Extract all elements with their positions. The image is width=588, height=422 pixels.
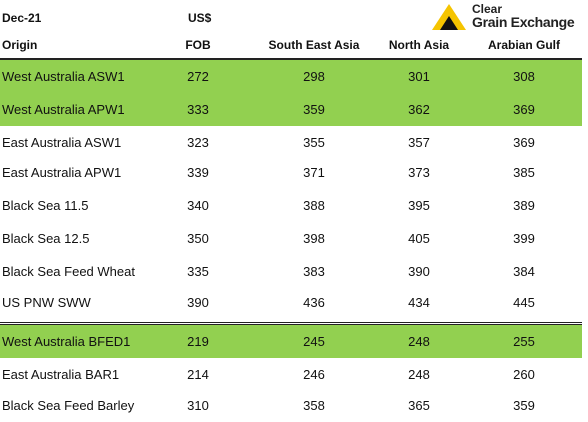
arabian-gulf-cell: 369 xyxy=(513,135,535,150)
south-east-asia-cell: 246 xyxy=(303,367,325,382)
fob-cell: 350 xyxy=(187,231,209,246)
fob-cell: 390 xyxy=(187,295,209,310)
fob-cell: 340 xyxy=(187,198,209,213)
north-asia-cell: 362 xyxy=(408,102,430,117)
north-asia-cell: 390 xyxy=(408,264,430,279)
fob-cell: 272 xyxy=(187,69,209,84)
north-asia-cell: 373 xyxy=(408,165,430,180)
south-east-asia-column-header: South East Asia xyxy=(268,38,360,52)
arabian-gulf-cell: 359 xyxy=(513,398,535,413)
currency-label: US$ xyxy=(188,11,212,25)
table-row: Black Sea 11.5 340 388 395 389 xyxy=(0,189,582,222)
arabian-gulf-column-header: Arabian Gulf xyxy=(487,38,560,52)
north-asia-cell: 357 xyxy=(408,135,430,150)
fob-cell: 339 xyxy=(187,165,209,180)
arabian-gulf-cell: 385 xyxy=(513,165,535,180)
south-east-asia-cell: 358 xyxy=(303,398,325,413)
origin-cell: East Australia BAR1 xyxy=(2,367,120,382)
table-row: US PNW SWW 390 436 434 445 xyxy=(0,286,582,319)
north-asia-cell: 301 xyxy=(408,69,430,84)
table-row: East Australia APW1 339 371 373 385 xyxy=(0,156,582,189)
south-east-asia-cell: 245 xyxy=(303,334,325,349)
table-row: East Australia ASW1 323 355 357 369 xyxy=(0,126,582,159)
origin-cell: Black Sea 11.5 xyxy=(2,198,89,213)
table-row: West Australia BFED1 219 245 248 255 xyxy=(0,325,582,358)
north-asia-cell: 434 xyxy=(408,295,430,310)
south-east-asia-cell: 388 xyxy=(303,198,325,213)
table-row: Black Sea 12.5 350 398 405 399 xyxy=(0,222,582,255)
table-row: Black Sea Feed Barley 310 358 365 359 xyxy=(0,389,582,422)
logo-text-line1: Clear xyxy=(472,2,503,16)
fob-cell: 335 xyxy=(187,264,209,279)
north-asia-cell: 405 xyxy=(408,231,430,246)
table-row: East Australia BAR1 214 246 248 260 xyxy=(0,358,582,391)
origin-cell: Black Sea 12.5 xyxy=(2,231,90,246)
south-east-asia-cell: 355 xyxy=(303,135,325,150)
fob-cell: 214 xyxy=(187,367,209,382)
table-row: West Australia ASW1 272 298 301 308 xyxy=(0,60,582,93)
arabian-gulf-cell: 308 xyxy=(513,69,535,84)
fob-cell: 333 xyxy=(187,102,209,117)
arabian-gulf-cell: 369 xyxy=(513,102,535,117)
south-east-asia-cell: 359 xyxy=(303,102,325,117)
arabian-gulf-cell: 389 xyxy=(513,198,535,213)
arabian-gulf-cell: 445 xyxy=(513,295,535,310)
table-row: Black Sea Feed Wheat 335 383 390 384 xyxy=(0,255,582,288)
south-east-asia-cell: 398 xyxy=(303,231,325,246)
origin-cell: East Australia ASW1 xyxy=(2,135,122,150)
origin-cell: US PNW SWW xyxy=(2,295,91,310)
north-asia-cell: 248 xyxy=(408,367,430,382)
origin-cell: Black Sea Feed Wheat xyxy=(2,264,135,279)
fob-column-header: FOB xyxy=(185,38,211,52)
arabian-gulf-cell: 255 xyxy=(513,334,535,349)
south-east-asia-cell: 436 xyxy=(303,295,325,310)
north-asia-cell: 365 xyxy=(408,398,430,413)
south-east-asia-cell: 371 xyxy=(303,165,325,180)
origin-cell: West Australia APW1 xyxy=(2,102,125,117)
header-divider xyxy=(0,58,582,60)
logo-text-line2: Grain Exchange xyxy=(472,14,575,30)
north-asia-column-header: North Asia xyxy=(388,38,450,52)
origin-cell: West Australia BFED1 xyxy=(2,334,131,349)
section-divider-bottom xyxy=(0,324,582,325)
origin-cell: East Australia APW1 xyxy=(2,165,122,180)
fob-cell: 323 xyxy=(187,135,209,150)
fob-cell: 219 xyxy=(187,334,209,349)
origin-column-header: Origin xyxy=(2,38,38,52)
origin-cell: West Australia ASW1 xyxy=(2,69,125,84)
south-east-asia-cell: 298 xyxy=(303,69,325,84)
table-row: West Australia APW1 333 359 362 369 xyxy=(0,93,582,126)
origin-cell: Black Sea Feed Barley xyxy=(2,398,135,413)
south-east-asia-cell: 383 xyxy=(303,264,325,279)
fob-cell: 310 xyxy=(187,398,209,413)
period-label: Dec-21 xyxy=(2,11,42,25)
clear-grain-exchange-logo: Clear Grain Exchange xyxy=(432,2,582,34)
arabian-gulf-cell: 399 xyxy=(513,231,535,246)
north-asia-cell: 395 xyxy=(408,198,430,213)
arabian-gulf-cell: 260 xyxy=(513,367,535,382)
north-asia-cell: 248 xyxy=(408,334,430,349)
section-divider-top xyxy=(0,322,582,323)
arabian-gulf-cell: 384 xyxy=(513,264,535,279)
logo-mark-icon xyxy=(432,4,466,30)
